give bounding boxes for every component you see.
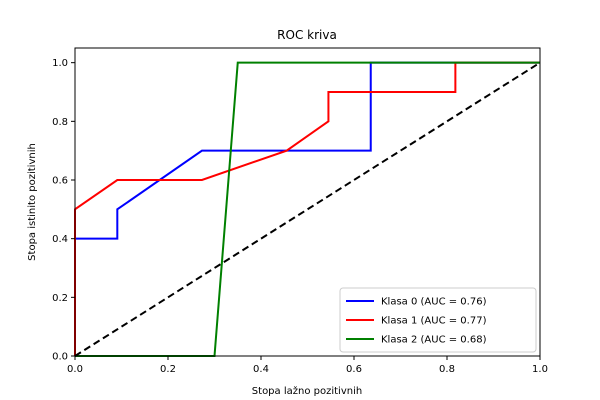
y-tick-label: 0.0 [52,352,68,363]
y-axis: 0.0 0.2 0.4 0.6 0.8 1.0 [52,58,75,363]
plot-frame [74,47,541,357]
legend-box [339,287,537,353]
y-axis-label: Stopa istinito pozitivnih [27,143,38,261]
x-axis-label: Stopa lažno pozitivnih [252,385,362,397]
x-tick-label: 0.2 [160,364,176,375]
x-tick-label: 0.4 [253,364,269,375]
x-tick-label: 0.8 [439,364,455,375]
reference-diagonal-line [74,61,541,357]
x-tick-label: 1.0 [532,364,548,375]
y-tick-label: 0.6 [52,176,68,187]
x-tick-label: 0.6 [346,364,362,375]
legend-label-klasa-2: Klasa 2 (AUC = 0.68) [381,335,487,346]
legend-label-klasa-1: Klasa 1 (AUC = 0.77) [381,316,487,327]
legend-label-klasa-0: Klasa 0 (AUC = 0.76) [381,297,487,308]
y-tick-label: 1.0 [52,58,68,69]
y-tick-label: 0.2 [52,293,68,304]
legend: Klasa 0 (AUC = 0.76) Klasa 1 (AUC = 0.77)… [339,287,537,353]
y-tick-label: 0.8 [52,117,68,128]
series-line-klasa-1 [74,61,540,356]
chart-title: ROC kriva [277,28,337,42]
x-axis: 0.0 0.2 0.4 0.6 0.8 1.0 [67,356,548,375]
x-tick-label: 0.0 [67,364,83,375]
y-tick-label: 0.4 [52,234,68,245]
